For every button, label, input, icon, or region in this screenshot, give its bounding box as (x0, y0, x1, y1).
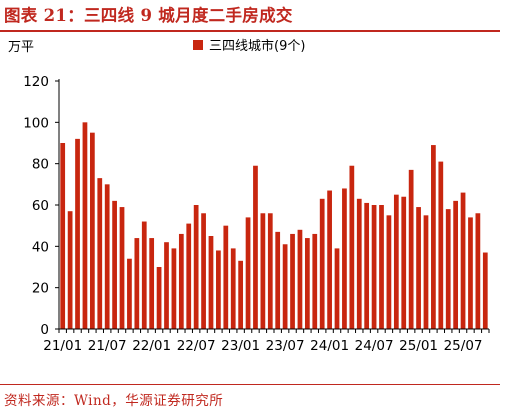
bar (416, 207, 421, 329)
bar (468, 217, 473, 329)
x-axis: 21/01 21/07 22/01 22/07 23/01 23/07 24/01 24/07… (43, 328, 490, 354)
y-tick-label: 100 (23, 115, 49, 131)
bar (186, 223, 192, 329)
bar (475, 213, 481, 329)
y-tick-label: 120 (23, 74, 49, 90)
bar (327, 190, 332, 329)
bar (67, 211, 73, 329)
bar (304, 238, 310, 329)
bar (245, 217, 251, 329)
legend-label: 三四线城市(9个) (209, 38, 305, 54)
bar (82, 122, 88, 329)
bar (149, 238, 155, 329)
bar (431, 145, 436, 329)
y-tick-label: 20 (32, 281, 49, 297)
bar (127, 258, 132, 329)
y-tick-label: 80 (32, 157, 49, 173)
bar (164, 242, 169, 329)
x-tick-label: 21/07 (88, 338, 127, 354)
x-tick-label: 22/01 (132, 338, 171, 354)
bar (75, 138, 80, 329)
bar (223, 225, 229, 329)
bar (208, 236, 214, 329)
y-tick-label: 40 (32, 239, 49, 255)
bar (267, 213, 273, 329)
bar-series (60, 122, 488, 329)
bar (230, 248, 236, 329)
source-note: 资料来源：Wind，华源证券研究所 (4, 393, 224, 409)
bar (104, 184, 110, 329)
bar (445, 209, 451, 329)
bar (171, 248, 177, 329)
bar (201, 213, 206, 329)
y-axis: 0 20 40 60 80 100 120 (23, 74, 60, 338)
bar (460, 192, 466, 329)
bar (60, 143, 66, 329)
bar (453, 200, 459, 329)
x-tick-label: 24/07 (355, 338, 394, 354)
bar (364, 202, 370, 329)
title-divider (0, 30, 500, 32)
bar (134, 238, 140, 329)
bar (282, 244, 288, 329)
bar (238, 260, 244, 329)
bar (401, 196, 407, 329)
bar (408, 169, 414, 329)
y-tick-label: 0 (40, 322, 49, 338)
bar (193, 205, 199, 329)
y-tick-label: 60 (32, 198, 49, 214)
bar (423, 215, 429, 329)
x-tick-label: 21/01 (43, 338, 82, 354)
x-tick-label: 23/07 (266, 338, 305, 354)
bar (319, 198, 325, 329)
x-tick-label: 23/01 (221, 338, 260, 354)
source-divider (0, 384, 500, 385)
bar (216, 250, 221, 329)
bar (253, 165, 258, 329)
bar (156, 267, 162, 329)
x-tick-label: 24/01 (310, 338, 349, 354)
legend-swatch (193, 40, 203, 50)
bar (356, 198, 362, 329)
bar (97, 178, 103, 329)
bar (386, 215, 392, 329)
bar (342, 188, 347, 329)
x-tick-label: 25/07 (444, 338, 483, 354)
bar (482, 252, 488, 329)
bar (379, 205, 384, 329)
x-tick-label: 22/07 (177, 338, 216, 354)
bar (141, 221, 147, 329)
bar (393, 194, 399, 329)
bar (297, 229, 303, 329)
bar (119, 207, 125, 329)
bar (178, 233, 184, 329)
bar (349, 165, 355, 329)
y-axis-unit-label: 万平 (8, 40, 34, 55)
bar (89, 132, 95, 329)
bar (275, 231, 281, 329)
chart-legend: 三四线城市(9个) (193, 38, 305, 54)
bar (112, 200, 117, 329)
bar (290, 233, 295, 329)
bar (334, 248, 340, 329)
x-tick-label: 25/01 (399, 338, 438, 354)
chart-title: 图表 21：三四线 9 城月度二手房成交 (4, 6, 293, 25)
bar (260, 213, 266, 329)
bar (438, 161, 444, 329)
bar (312, 233, 318, 329)
bar (371, 205, 377, 329)
